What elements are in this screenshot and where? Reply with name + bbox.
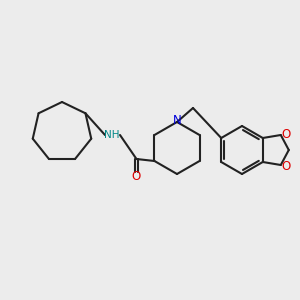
Text: N: N: [172, 115, 182, 128]
Text: NH: NH: [104, 130, 120, 140]
Text: O: O: [132, 170, 141, 184]
Text: O: O: [281, 128, 290, 140]
Text: O: O: [281, 160, 290, 172]
